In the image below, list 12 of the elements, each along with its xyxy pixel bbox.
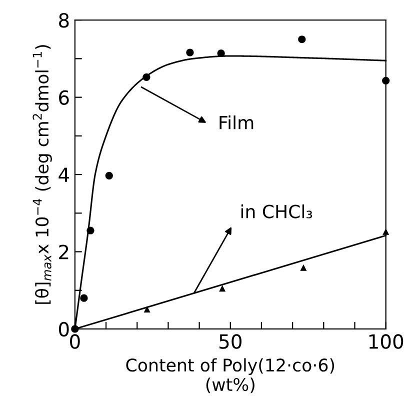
y-tick-label: 0 (58, 322, 69, 337)
x-tick-label: 0 (70, 334, 80, 349)
annotation: in CHCl₃ (241, 204, 312, 218)
annotation: Film (220, 115, 254, 130)
x-tick-label: 50 (220, 334, 242, 349)
y-tick-label: 6 (59, 90, 69, 105)
text: [θ]$_{max}$x 10$^{−4}$ (deg cm$^{2}$dmol$^{−1}$) (32, 45, 52, 304)
x-tick-label: 100 (369, 334, 404, 349)
y-tick-label: 2 (59, 244, 68, 260)
y-tick-label: 8 (59, 13, 69, 28)
x-axis-title: Content of Poly(12·co·6) (wt%) (126, 358, 334, 394)
y-tick-label: 4 (58, 168, 69, 182)
